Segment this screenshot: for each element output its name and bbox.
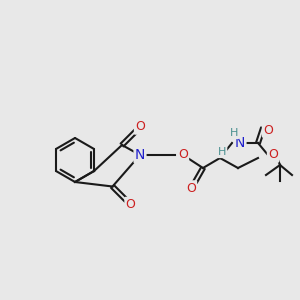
Text: O: O (186, 182, 196, 194)
Text: O: O (178, 148, 188, 161)
Text: O: O (135, 121, 145, 134)
Text: O: O (126, 198, 135, 211)
Text: H: H (218, 147, 226, 157)
Text: N: N (235, 136, 245, 150)
Text: O: O (263, 124, 273, 136)
Text: O: O (268, 148, 278, 161)
Text: N: N (135, 148, 145, 162)
Text: H: H (230, 128, 238, 138)
